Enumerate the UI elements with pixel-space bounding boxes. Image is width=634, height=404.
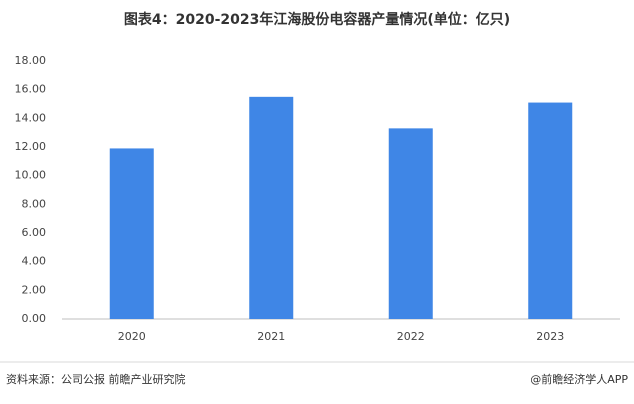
x-tick-label: 2023 (536, 330, 564, 343)
y-tick-label: 2.00 (22, 283, 47, 296)
y-tick-label: 4.00 (22, 255, 47, 268)
bar (109, 148, 154, 319)
chart-title: 图表4：2020-2023年江海股份电容器产量情况(单位：亿只) (124, 11, 510, 28)
x-tick-label: 2020 (118, 330, 146, 343)
y-tick-label: 6.00 (22, 226, 47, 239)
y-tick-label: 12.00 (15, 140, 47, 153)
y-tick-label: 10.00 (15, 169, 47, 182)
x-tick-label: 2021 (257, 330, 285, 343)
bar (388, 128, 433, 319)
y-tick-label: 18.00 (15, 54, 47, 67)
bar (528, 102, 573, 319)
credit: @前瞻经济学人APP (530, 372, 628, 386)
x-tick-label: 2022 (397, 330, 425, 343)
y-tick-label: 8.00 (22, 197, 47, 210)
y-tick-label: 14.00 (15, 111, 47, 124)
y-tick-label: 0.00 (22, 312, 47, 325)
source-note: 资料来源：公司公报 前瞻产业研究院 (6, 372, 186, 386)
bar (249, 96, 294, 319)
y-tick-label: 16.00 (15, 83, 47, 96)
